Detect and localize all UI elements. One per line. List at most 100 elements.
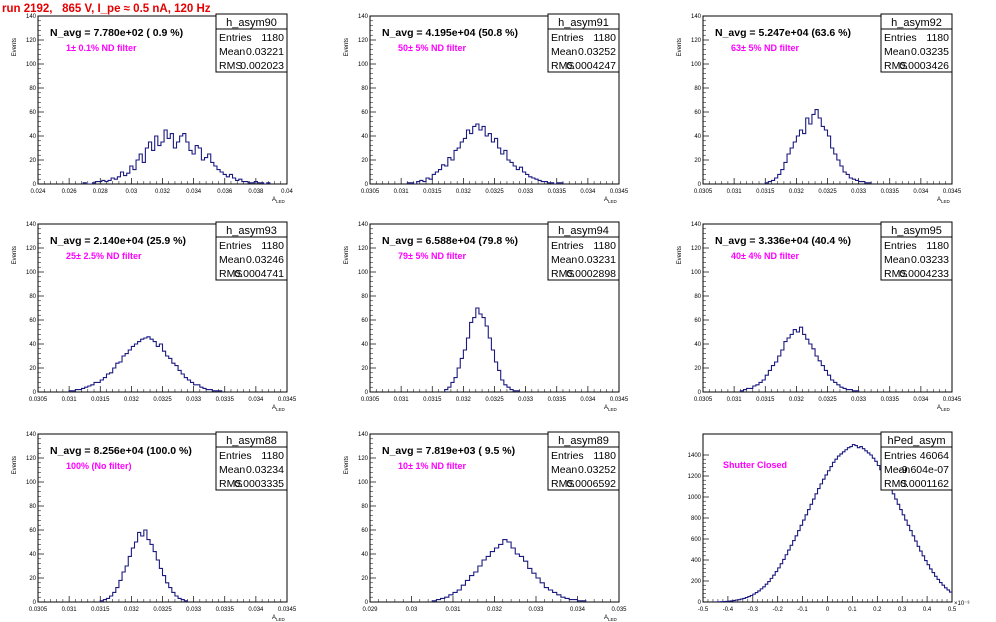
- y-tick-label: 40: [694, 342, 701, 348]
- stats-mean-label: Mean: [884, 464, 910, 476]
- n-avg-label: N_avg = 6.588e+04 (79.8 %): [382, 235, 518, 247]
- n-avg-label: N_avg = 8.256e+04 (100.0 %): [50, 445, 192, 457]
- y-tick-label: 1400: [688, 453, 702, 459]
- x-tick-label: 0.031: [394, 397, 410, 403]
- n-avg-label: N_avg = 7.780e+02 ( 0.9 %): [50, 27, 183, 39]
- x-axis-title: ALED: [272, 197, 286, 204]
- y-tick-label: 1000: [688, 495, 702, 501]
- y-tick-label: 20: [694, 366, 701, 372]
- filter-annotation: 100% (No filter): [66, 461, 132, 471]
- x-tick-label: 0.029: [362, 607, 378, 613]
- x-tick-label: 0.032: [789, 189, 805, 195]
- histogram-line: [82, 129, 271, 184]
- filter-annotation: Shutter Closed: [723, 460, 787, 470]
- x-tick-label: 0.033: [518, 397, 534, 403]
- x-tick-label: 0.0345: [278, 397, 297, 403]
- y-tick-label: 140: [691, 222, 702, 228]
- y-tick-label: 0: [365, 390, 369, 396]
- stats-rms-label: RMS: [884, 60, 907, 72]
- histogram-name: h_asym89: [558, 435, 609, 447]
- x-axis-title: ALED: [272, 615, 286, 622]
- x-axis-title: ALED: [604, 405, 618, 412]
- stats-mean-label: Mean: [551, 464, 577, 476]
- x-tick-label: 0.032: [487, 607, 503, 613]
- stats-entries-value: 1180: [926, 240, 949, 252]
- x-tick-label: 0.034: [186, 189, 202, 195]
- y-tick-label: 800: [691, 516, 702, 522]
- y-tick-label: 120: [358, 38, 369, 44]
- y-tick-label: 60: [361, 110, 368, 116]
- stats-mean-label: Mean: [219, 254, 245, 266]
- run-title: run 2192, 865 V, I_pe ≈ 0.5 nA, 120 Hz: [2, 3, 211, 15]
- y-tick-label: 80: [29, 504, 36, 510]
- y-tick-label: 80: [29, 86, 36, 92]
- histogram-name: h_asym92: [891, 17, 942, 29]
- x-tick-label: 0.0305: [694, 397, 713, 403]
- x-tick-label: 0.0305: [694, 189, 713, 195]
- stats-entries-value: 1180: [261, 32, 284, 44]
- stats-mean-value: -9.604e-07: [898, 464, 949, 476]
- y-tick-label: 120: [691, 38, 702, 44]
- x-tick-label: 0.0345: [943, 189, 962, 195]
- x-tick-label: 0.034: [580, 397, 596, 403]
- y-tick-label: 200: [691, 579, 702, 585]
- histogram-panel-hPed_asym: 0 200 400 600 800 1000 1200 1400 -0.5 -0.4 -0.3 -0.…: [688, 431, 969, 613]
- y-tick-label: 140: [358, 222, 369, 228]
- y-tick-label: 20: [29, 366, 36, 372]
- stats-rms-value: 0.0004741: [234, 268, 284, 280]
- y-axis-title: Events: [12, 246, 18, 264]
- filter-annotation: 10± 1% ND filter: [398, 461, 466, 471]
- x-tick-label: 0.0315: [91, 397, 110, 403]
- x-tick-label: 0.034: [913, 397, 929, 403]
- y-tick-label: 40: [29, 134, 36, 140]
- x-tick-label: 0.033: [518, 189, 534, 195]
- x-tick-label: -0.1: [797, 607, 808, 613]
- x-tick-label: 0.4: [923, 607, 932, 613]
- x-tick-label: 0.031: [445, 607, 461, 613]
- x-tick-label: 0.0315: [756, 397, 775, 403]
- stats-entries-value: 46064: [920, 450, 949, 462]
- y-tick-label: 140: [26, 222, 37, 228]
- x-tick-label: 0.0315: [91, 607, 110, 613]
- x-tick-label: 0.0335: [216, 607, 235, 613]
- histogram-panel-h_asym88: 0 20 40 60 80 100 120 140 0.0305 0.031 0.0315 0.032…: [12, 431, 297, 622]
- stats-entries-label: Entries: [551, 450, 584, 462]
- histogram-name: h_asym91: [558, 17, 609, 29]
- x-tick-label: 0.0345: [278, 607, 297, 613]
- x-tick-label: 0.034: [580, 189, 596, 195]
- histogram-panel-h_asym94: 0 20 40 60 80 100 120 140 0.0305 0.031 0.0315 0.032…: [344, 221, 629, 412]
- x-axis-title: ALED: [272, 405, 286, 412]
- stats-box: [215, 13, 288, 73]
- histogram-panel-h_asym91: 0 20 40 60 80 100 120 140 0.0305 0.031 0.0315 0.032…: [344, 13, 629, 204]
- histogram-name: h_asym93: [226, 225, 277, 237]
- y-tick-label: 0: [698, 182, 702, 188]
- y-tick-label: 400: [691, 558, 702, 564]
- x-tick-label: 0.0315: [756, 189, 775, 195]
- histogram-line: [406, 123, 564, 184]
- stats-mean-value: 0.03233: [911, 254, 949, 266]
- y-tick-label: 100: [358, 480, 369, 486]
- stats-entries-label: Entries: [219, 450, 252, 462]
- histogram-panel-h_asym93: 0 20 40 60 80 100 120 140 0.0305 0.031 0.0315 0.032…: [12, 221, 297, 412]
- y-tick-label: 80: [694, 294, 701, 300]
- y-tick-label: 140: [358, 14, 369, 20]
- x-tick-label: 0.2: [873, 607, 882, 613]
- x-tick-label: -0.2: [773, 607, 784, 613]
- y-tick-label: 20: [361, 158, 368, 164]
- y-axis-title: Events: [344, 38, 350, 56]
- y-tick-label: 60: [694, 110, 701, 116]
- x-tick-label: 0.024: [30, 189, 46, 195]
- filter-annotation: 25± 2.5% ND filter: [66, 251, 142, 261]
- y-tick-label: 20: [361, 366, 368, 372]
- histogram-line: [714, 443, 952, 602]
- y-tick-label: 80: [29, 294, 36, 300]
- x-tick-label: 0.038: [248, 189, 264, 195]
- x-tick-label: 0.034: [570, 607, 586, 613]
- y-axis-title: Events: [677, 38, 683, 56]
- stats-box: [880, 13, 953, 73]
- x-tick-label: 0.034: [248, 397, 264, 403]
- y-tick-label: 120: [26, 456, 37, 462]
- y-tick-label: 0: [33, 182, 37, 188]
- x-tick-label: 0.0305: [361, 397, 380, 403]
- x-tick-label: 0.032: [155, 189, 171, 195]
